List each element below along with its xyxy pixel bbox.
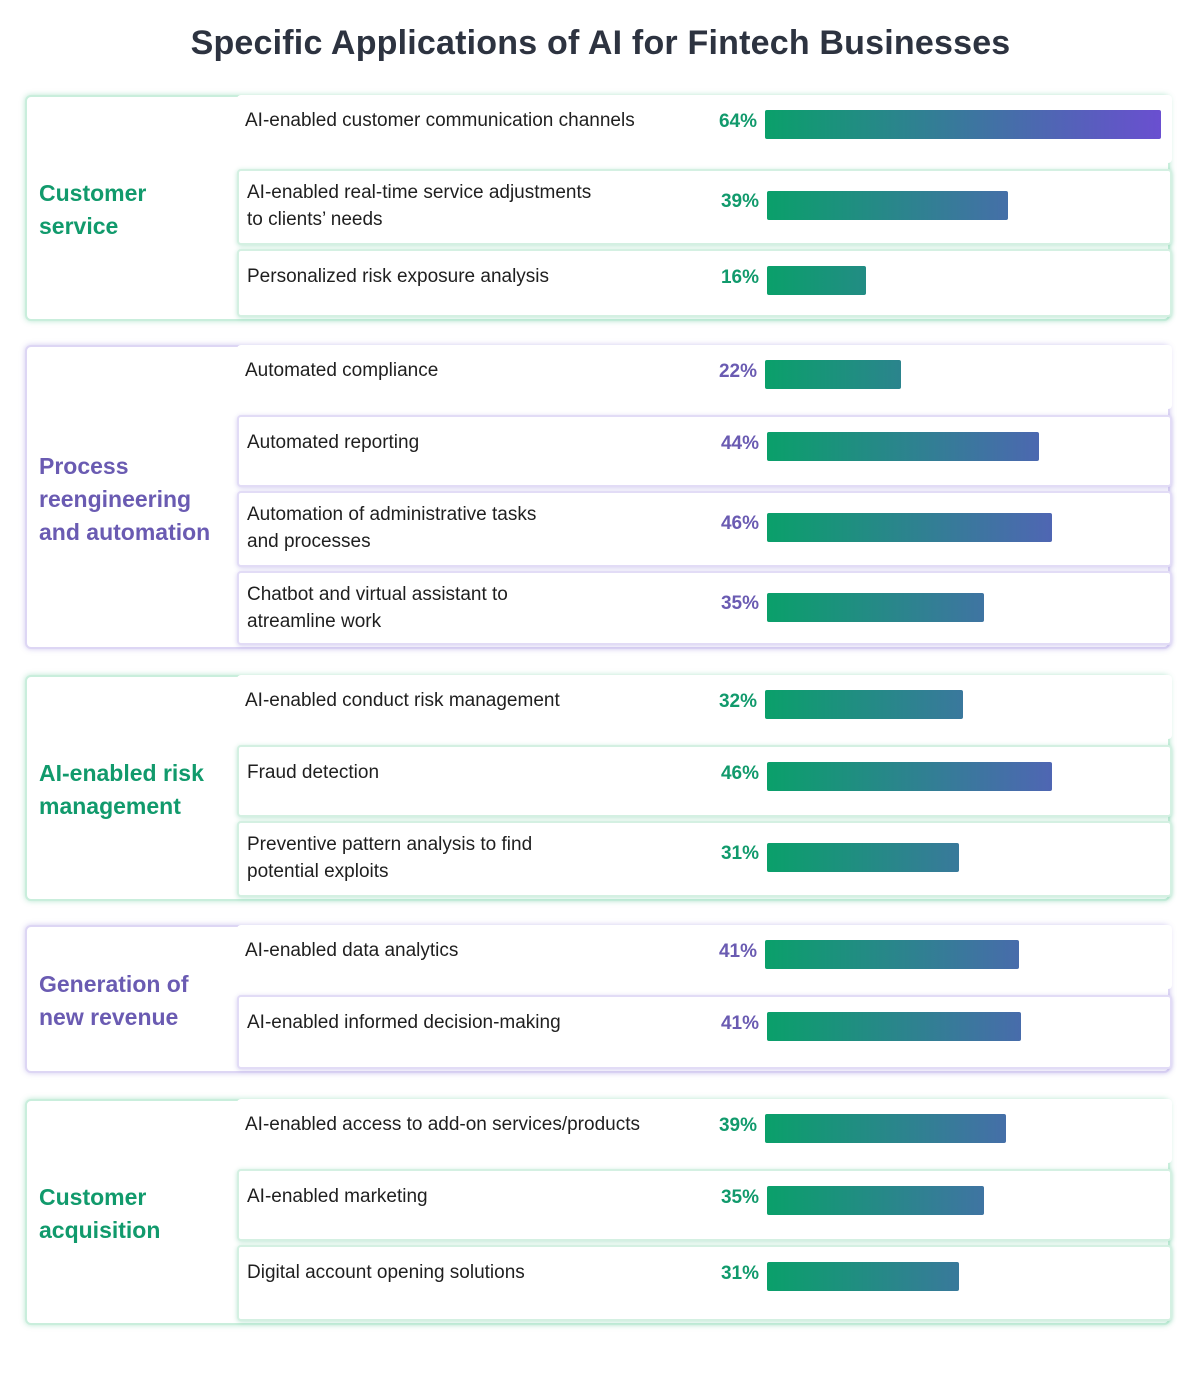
group-panel: Customer service AI-enabled customer commu…: [25, 95, 1172, 321]
group-panel: AI-enabled risk management AI-enabled cond…: [25, 675, 1172, 901]
group-label: Process reengineering and automation: [39, 453, 211, 545]
bar-row: Automated reporting 44%: [237, 415, 1172, 487]
bar-value-label: 46%: [720, 763, 759, 784]
bar-value-label: 41%: [718, 941, 757, 962]
bar-category-label: AI-enabled access to add-on services/pro…: [245, 1114, 640, 1135]
bar-category-label: AI-enabled marketing: [247, 1186, 428, 1207]
bar-row: AI-enabled access to add-on services/pro…: [237, 1099, 1172, 1163]
bar: [765, 110, 1161, 139]
bar-row: Fraud detection 46%: [237, 745, 1172, 817]
bar-category-label: Automated reporting: [247, 432, 420, 453]
bar-category-label: Chatbot and virtual assistant to atreamli…: [247, 584, 508, 632]
bar-value-label: 39%: [720, 191, 759, 212]
bar-row: Digital account opening solutions 31%: [237, 1245, 1172, 1321]
bar-value-label: 64%: [718, 111, 757, 132]
bar-value-label: 44%: [720, 433, 759, 454]
bar-value-label: 31%: [720, 843, 759, 864]
group-label: Customer acquisition: [39, 1184, 161, 1243]
bar-value-label: 41%: [720, 1013, 759, 1034]
group-panel: Generation of new revenue AI-enabled data …: [25, 925, 1172, 1073]
group-label: Generation of new revenue: [39, 971, 189, 1030]
bar-value-label: 35%: [720, 593, 759, 614]
bar-row: AI-enabled real-time service adjustments…: [237, 169, 1172, 245]
bar-value-label: 22%: [718, 361, 757, 382]
bar-row: AI-enabled conduct risk management 32%: [237, 675, 1172, 739]
bar-row: AI-enabled informed decision-making 41%: [237, 995, 1172, 1069]
bar-value-label: 46%: [720, 513, 759, 534]
bar: [765, 940, 1019, 969]
bar: [767, 191, 1008, 220]
bar-category-label: Preventive pattern analysis to find poten…: [247, 834, 533, 882]
bar-row: AI-enabled marketing 35%: [237, 1169, 1172, 1241]
bar-row: AI-enabled customer communication channe…: [237, 95, 1172, 163]
group-panel: Customer acquisition AI-enabled access to …: [25, 1099, 1172, 1325]
bar-category-label: AI-enabled conduct risk management: [245, 690, 560, 711]
bar: [767, 432, 1039, 461]
bar-row: Chatbot and virtual assistant to atreamli…: [237, 571, 1172, 645]
bar-category-label: AI-enabled data analytics: [245, 940, 459, 961]
bar-row: Preventive pattern analysis to find poten…: [237, 821, 1172, 897]
bar: [767, 762, 1052, 791]
bar-row: AI-enabled data analytics 41%: [237, 925, 1172, 989]
bar-value-label: 16%: [720, 267, 759, 288]
bar-value-label: 35%: [720, 1187, 759, 1208]
bar: [767, 1262, 959, 1291]
bar-row: Automated compliance 22%: [237, 345, 1172, 409]
bar-category-label: Personalized risk exposure analysis: [247, 266, 550, 287]
group-panel: Process reengineering and automation Automa…: [25, 345, 1172, 649]
bar-category-label: AI-enabled customer communication channe…: [245, 110, 635, 131]
group-label: Customer service: [39, 180, 147, 239]
chart-title: Specific Applications of AI for Fintech …: [190, 24, 1011, 62]
bar-category-label: Fraud detection: [247, 762, 380, 783]
bar-category-label: AI-enabled real-time service adjustments…: [247, 182, 592, 230]
bar-row: Automation of administrative tasks and pr…: [237, 491, 1172, 567]
bar: [767, 513, 1052, 542]
bar: [767, 1012, 1021, 1041]
bar-value-label: 31%: [720, 1263, 759, 1284]
bar-value-label: 39%: [718, 1115, 757, 1136]
bar-value-label: 32%: [718, 691, 757, 712]
bar: [765, 690, 963, 719]
bar: [767, 843, 959, 872]
group-label: AI-enabled risk management: [39, 760, 204, 819]
bar: [765, 360, 901, 389]
bar: [767, 593, 984, 622]
bar-category-label: Automation of administrative tasks and pr…: [247, 504, 537, 552]
bar-category-label: Automated compliance: [245, 360, 439, 381]
bar-row: Personalized risk exposure analysis 16%: [237, 249, 1172, 317]
bar-category-label: Digital account opening solutions: [247, 1262, 525, 1283]
bar: [765, 1114, 1006, 1143]
bar: [767, 266, 866, 295]
bar-category-label: AI-enabled informed decision-making: [247, 1012, 561, 1033]
bar: [767, 1186, 984, 1215]
